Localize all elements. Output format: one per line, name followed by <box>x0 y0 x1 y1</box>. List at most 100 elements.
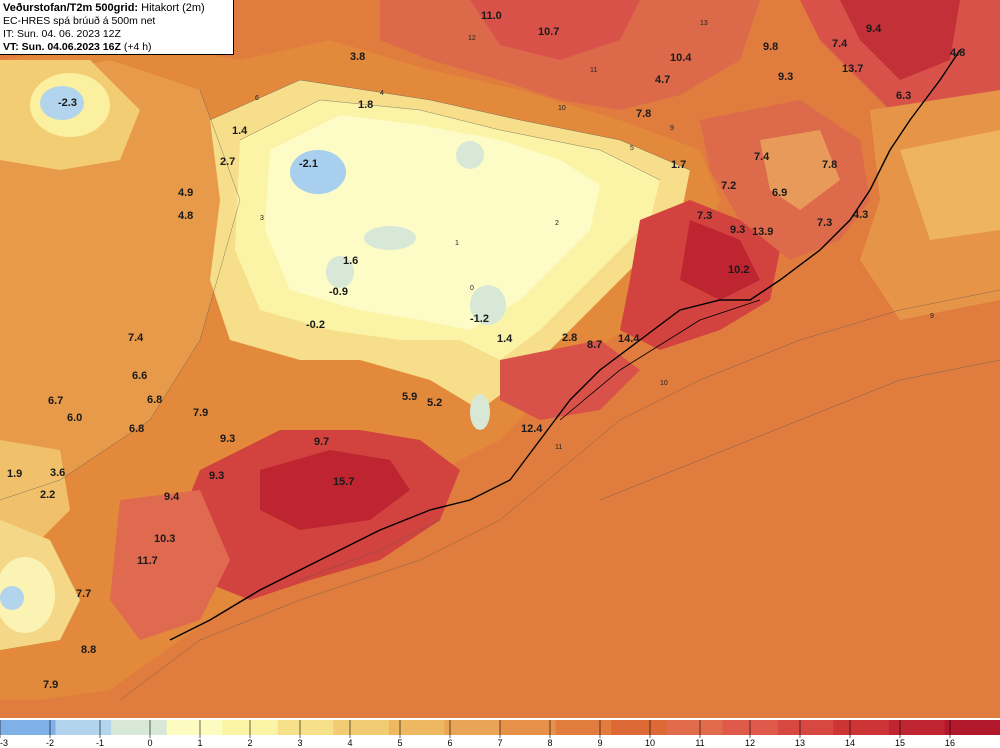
temp-label: 4.8 <box>178 210 193 222</box>
legend-swatch <box>277 720 334 735</box>
contour-label: 6 <box>255 95 259 102</box>
east-hot-coast <box>680 220 760 300</box>
temp-label: 1.4 <box>232 125 248 137</box>
temp-label: 3.8 <box>350 51 365 63</box>
temp-label: 2.2 <box>40 489 55 501</box>
temp-label: 8.8 <box>81 644 96 656</box>
temp-label: 9.8 <box>763 41 778 53</box>
temp-label: 1.8 <box>358 99 373 111</box>
temp-label: 9.7 <box>314 436 329 448</box>
temp-label: 7.9 <box>43 679 58 691</box>
temp-label: 9.4 <box>866 23 882 35</box>
temp-label: 2.7 <box>220 156 235 168</box>
contour-label: 10 <box>660 380 668 387</box>
legend-tick-label: 2 <box>247 738 252 748</box>
temp-label: -0.2 <box>306 319 325 331</box>
temp-label: 10.7 <box>538 26 559 38</box>
northeast-hot-zone <box>840 0 960 80</box>
east-sea-cool <box>900 130 1000 240</box>
east-fjords-cool <box>760 130 840 210</box>
temp-label: 14.4 <box>618 333 640 345</box>
glacier-central <box>470 285 506 325</box>
temp-label: 11.0 <box>481 10 502 22</box>
glacier-south <box>470 394 490 430</box>
legend-tick-label: 6 <box>447 738 452 748</box>
temp-label: -2.3 <box>58 97 77 109</box>
glacier-small <box>326 256 354 288</box>
legend-ticks: -3 -2 -1 0 1 2 3 4 5 6 7 8 9 10 11 12 13 14 15 16 <box>0 720 955 748</box>
temp-label: 4.9 <box>178 187 193 199</box>
legend-swatch <box>666 720 723 735</box>
temp-label: 7.4 <box>128 332 144 344</box>
temp-label: 1.7 <box>671 159 686 171</box>
legend-tick-label: 13 <box>795 738 805 748</box>
temp-label: 6.6 <box>132 370 147 382</box>
legend-tick-label: 10 <box>645 738 655 748</box>
temp-label: 5.9 <box>402 391 417 403</box>
temp-label: 7.8 <box>822 159 837 171</box>
initial-time: IT: Sun. 04. 06. 2023 12Z <box>3 28 121 40</box>
temp-label: 6.8 <box>129 423 144 435</box>
contour-label: 2 <box>555 220 559 227</box>
temp-label: 7.4 <box>754 151 770 163</box>
map-info-box: Veðurstofan/T2m 500grid: Hitakort (2m) E… <box>0 0 234 55</box>
legend-tick-label: 4 <box>347 738 352 748</box>
temp-label: 12.4 <box>521 423 543 435</box>
southwest-cold-area <box>0 557 55 633</box>
legend-swatch <box>833 720 890 735</box>
temperature-legend: -3 -2 -1 0 1 2 3 4 5 6 7 8 9 10 11 12 13 14 15 16 <box>0 718 1000 748</box>
temp-label: 9.3 <box>220 433 235 445</box>
contour-label: 9 <box>930 313 934 320</box>
temp-label: 9.3 <box>209 470 224 482</box>
temp-label: 9.4 <box>164 491 180 503</box>
temp-label: -0.9 <box>329 286 348 298</box>
temp-label: 7.2 <box>721 180 736 192</box>
legend-swatch <box>444 720 501 735</box>
contour-label: 11 <box>555 444 562 451</box>
legend-swatch <box>555 720 612 735</box>
legend-swatch <box>388 720 445 735</box>
legend-swatch <box>944 720 1000 735</box>
temp-label: 1.4 <box>497 333 513 345</box>
temp-label: 10.4 <box>670 52 692 64</box>
legend-tick-label: 3 <box>297 738 302 748</box>
legend-tick-label: 9 <box>597 738 602 748</box>
legend-swatch <box>333 720 390 735</box>
temp-label: 5.2 <box>427 397 442 409</box>
legend-swatch <box>777 720 834 735</box>
legend-tick-label: 1 <box>197 738 202 748</box>
contour-label: 12 <box>468 35 476 42</box>
legend-tick-label: 12 <box>745 738 755 748</box>
temp-label: 6.9 <box>772 187 787 199</box>
legend-swatch <box>55 720 112 735</box>
coast-road <box>559 299 761 421</box>
temp-label: 9.3 <box>778 71 793 83</box>
legend-swatch <box>611 720 668 735</box>
temp-label: 6.8 <box>147 394 162 406</box>
temp-label: 13.9 <box>752 226 773 238</box>
contour-lines <box>0 79 1000 701</box>
temp-label: 1.6 <box>343 255 358 267</box>
legend-tick-label: -2 <box>46 738 54 748</box>
legend-swatch <box>888 720 945 735</box>
map-subtitle: Hitakort (2m) <box>141 2 205 14</box>
temp-label: 9.3 <box>730 224 745 236</box>
legend-tick-label: 16 <box>945 738 955 748</box>
temp-label: 7.3 <box>817 217 832 229</box>
contour-label: 5 <box>630 145 634 152</box>
legend-swatch <box>500 720 557 735</box>
legend-tick-label: 7 <box>497 738 502 748</box>
temp-label: 4.3 <box>853 209 868 221</box>
temp-label: 7.9 <box>193 407 208 419</box>
north-hot-zone <box>470 0 640 60</box>
model-description: EC-HRES spá brúuð á 500m net <box>3 15 156 27</box>
temp-label: -1.2 <box>470 313 489 325</box>
contour-label: 0 <box>470 285 474 292</box>
coastline <box>169 49 961 641</box>
temp-label: 2.8 <box>562 332 577 344</box>
southwest-warm <box>110 490 230 640</box>
southeast-warm <box>500 340 640 420</box>
west-highland-mid <box>0 440 70 540</box>
legend-swatches <box>0 720 1000 735</box>
